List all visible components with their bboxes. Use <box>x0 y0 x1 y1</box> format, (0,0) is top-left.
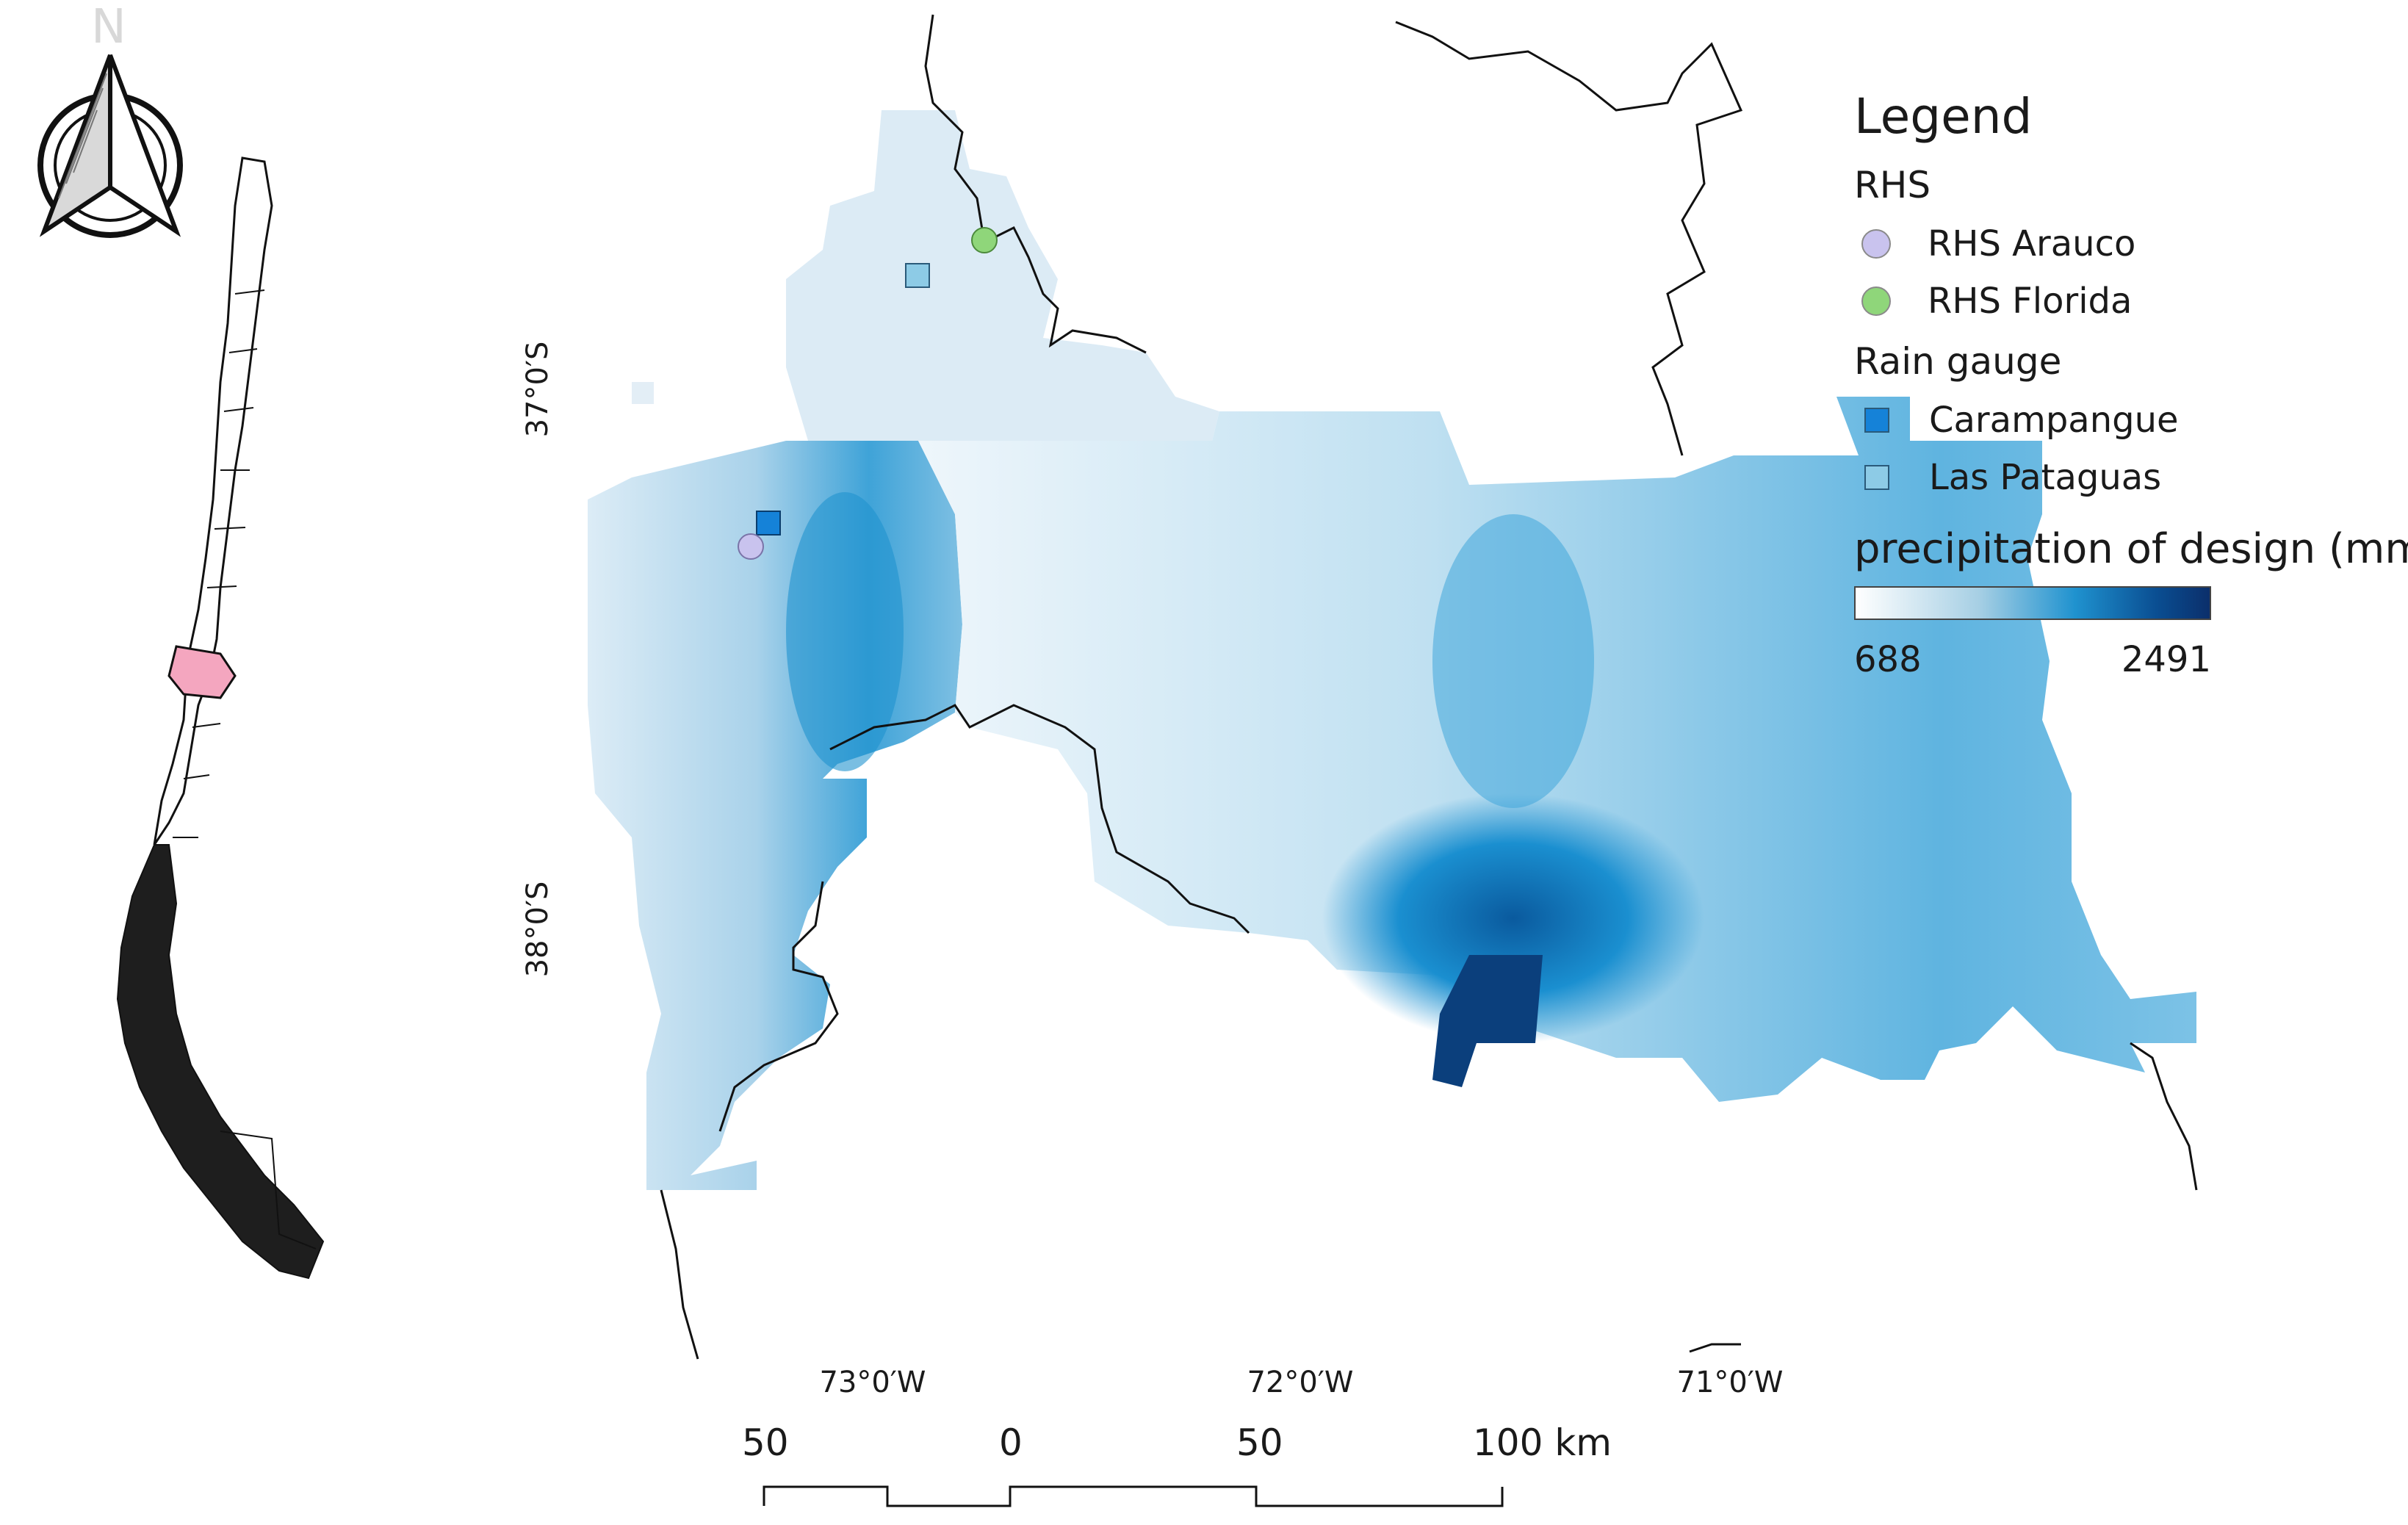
legend-panel: Legend RHS RHS Arauco RHS Florida Rain g… <box>1851 88 2408 683</box>
north-label: N <box>91 0 126 54</box>
legend-item-label: RHS Arauco <box>1928 223 2136 264</box>
boundary-northeast <box>1395 21 1743 456</box>
boundary-south-tip <box>1689 1343 1741 1353</box>
chile-outline-icon <box>116 156 325 1280</box>
legend-item-las-pataguas: Las Pataguas <box>1851 449 2395 506</box>
purple-circle-icon <box>1861 229 1891 259</box>
raster-west-band <box>786 492 904 771</box>
lat-label-37: 37°0′S <box>521 342 555 438</box>
light-blue-square-icon <box>1864 465 1889 490</box>
raster-isolated-pixel <box>632 382 654 404</box>
scale-label-100-km: 100 km <box>1473 1421 1612 1464</box>
color-ramp-title: precipitation of design (mm) <box>1854 525 2408 573</box>
scale-bar <box>763 1485 1504 1507</box>
legend-title: Legend <box>1854 88 2033 145</box>
color-ramp-labels: 688 2491 <box>1851 639 2211 683</box>
green-circle-icon <box>1861 286 1891 316</box>
blue-square-icon <box>1864 408 1889 433</box>
scale-label-50-left: 50 <box>742 1421 789 1464</box>
precipitation-raster <box>588 110 2196 1190</box>
lon-label-73: 73°0′W <box>820 1366 926 1399</box>
chile-north-outline <box>153 156 273 846</box>
lon-label-72: 72°0′W <box>1247 1366 1354 1399</box>
boundary-coast-south <box>718 881 839 1132</box>
boundary-bay <box>829 704 1250 934</box>
chile-southern-territory <box>220 1131 317 1250</box>
regional-boundaries <box>660 14 2198 1360</box>
marker-rhs-arauco[interactable] <box>738 533 764 560</box>
legend-item-rhs-arauco: RHS Arauco <box>1851 215 2395 273</box>
marker-rhs-florida[interactable] <box>971 227 998 253</box>
legend-item-label: Las Pataguas <box>1929 457 2162 498</box>
raster-north-lobe <box>786 110 1219 441</box>
raster-west-lobe <box>588 441 962 1190</box>
boundary-west-coast <box>660 1189 699 1360</box>
legend-item-label: RHS Florida <box>1928 281 2133 322</box>
scale-label-0: 0 <box>999 1421 1023 1464</box>
marker-carampangue[interactable] <box>756 511 781 536</box>
legend-group-rain-gauge: Rain gauge <box>1854 340 2062 383</box>
legend-group-rhs: RHS <box>1854 164 1931 206</box>
legend-item-label: Carampangue <box>1929 400 2179 441</box>
color-ramp-bar <box>1854 586 2211 620</box>
raster-east-band <box>1432 514 1594 808</box>
lon-label-71: 71°0′W <box>1677 1366 1784 1399</box>
marker-las-pataguas[interactable] <box>905 263 930 288</box>
chile-south-archipelago <box>116 844 325 1280</box>
boundary-southeast <box>2130 1042 2198 1191</box>
lat-label-38: 38°0′S <box>521 882 555 978</box>
north-arrow-icon <box>37 54 183 238</box>
legend-item-carampangue: Carampangue <box>1851 392 2395 449</box>
raster-south-spur <box>1432 955 1543 1087</box>
chile-region-lines <box>173 289 265 838</box>
legend-item-rhs-florida: RHS Florida <box>1851 273 2395 330</box>
color-ramp-max: 2491 <box>2121 639 2211 680</box>
chile-highlight-region <box>167 645 237 699</box>
boundary-north <box>924 14 1147 354</box>
raster-high-core <box>1322 793 1704 1043</box>
scale-label-50-right: 50 <box>1236 1421 1283 1464</box>
color-ramp-min: 688 <box>1854 639 1922 680</box>
